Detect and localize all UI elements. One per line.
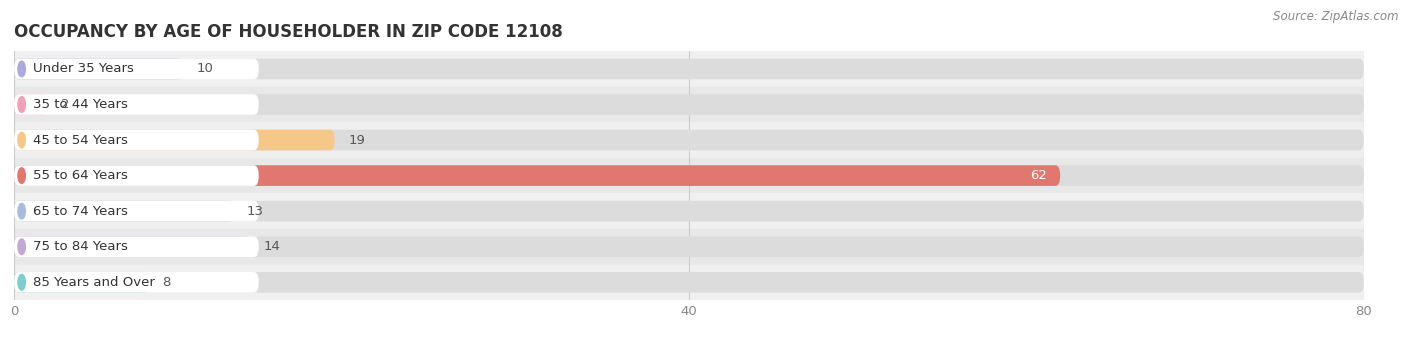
Text: Under 35 Years: Under 35 Years <box>32 62 134 75</box>
FancyBboxPatch shape <box>14 236 250 257</box>
FancyBboxPatch shape <box>14 236 259 257</box>
FancyBboxPatch shape <box>14 94 259 115</box>
FancyBboxPatch shape <box>14 165 259 186</box>
Bar <box>14 87 1364 122</box>
FancyBboxPatch shape <box>14 130 335 150</box>
Text: 45 to 54 Years: 45 to 54 Years <box>32 134 128 147</box>
FancyBboxPatch shape <box>14 236 1364 257</box>
FancyBboxPatch shape <box>14 165 1364 186</box>
FancyBboxPatch shape <box>14 59 183 79</box>
Bar <box>14 158 1364 193</box>
Text: 85 Years and Over: 85 Years and Over <box>32 276 155 289</box>
Bar <box>14 122 1364 158</box>
Text: 75 to 84 Years: 75 to 84 Years <box>32 240 128 253</box>
FancyBboxPatch shape <box>14 272 259 293</box>
Circle shape <box>18 239 25 255</box>
Circle shape <box>18 97 25 112</box>
FancyBboxPatch shape <box>14 201 1364 222</box>
Circle shape <box>18 168 25 183</box>
Text: 14: 14 <box>264 240 281 253</box>
FancyBboxPatch shape <box>14 272 149 293</box>
Text: 35 to 44 Years: 35 to 44 Years <box>32 98 128 111</box>
Text: 13: 13 <box>247 205 264 218</box>
FancyBboxPatch shape <box>14 59 1364 79</box>
Text: 19: 19 <box>349 134 366 147</box>
Bar <box>14 51 1364 87</box>
Text: 62: 62 <box>1029 169 1046 182</box>
Bar <box>14 229 1364 265</box>
Circle shape <box>18 61 25 77</box>
Text: OCCUPANCY BY AGE OF HOUSEHOLDER IN ZIP CODE 12108: OCCUPANCY BY AGE OF HOUSEHOLDER IN ZIP C… <box>14 23 562 41</box>
Bar <box>14 265 1364 300</box>
Text: 65 to 74 Years: 65 to 74 Years <box>32 205 128 218</box>
FancyBboxPatch shape <box>14 201 259 222</box>
Text: 55 to 64 Years: 55 to 64 Years <box>32 169 128 182</box>
FancyBboxPatch shape <box>14 94 48 115</box>
FancyBboxPatch shape <box>14 201 233 222</box>
Circle shape <box>18 132 25 148</box>
Text: 8: 8 <box>163 276 172 289</box>
FancyBboxPatch shape <box>14 165 1060 186</box>
FancyBboxPatch shape <box>14 130 1364 150</box>
FancyBboxPatch shape <box>14 59 259 79</box>
FancyBboxPatch shape <box>14 272 1364 293</box>
Text: 10: 10 <box>197 62 214 75</box>
Circle shape <box>18 203 25 219</box>
FancyBboxPatch shape <box>14 130 259 150</box>
Text: 2: 2 <box>62 98 70 111</box>
Circle shape <box>18 275 25 290</box>
Text: Source: ZipAtlas.com: Source: ZipAtlas.com <box>1274 10 1399 23</box>
Bar <box>14 193 1364 229</box>
FancyBboxPatch shape <box>14 94 1364 115</box>
